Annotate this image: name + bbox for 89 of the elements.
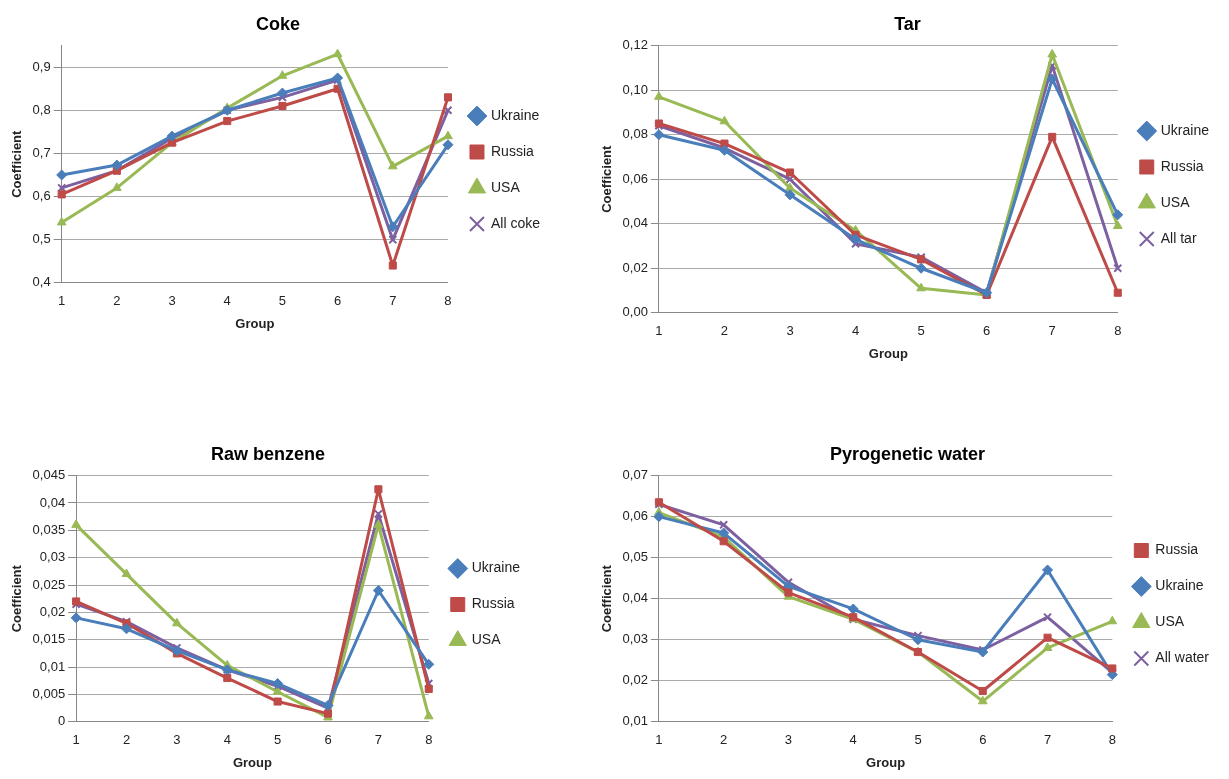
x-tick-label: 7: [374, 732, 382, 748]
chart-title: Coke: [255, 13, 301, 34]
legend-label: All coke: [490, 214, 541, 231]
x-tick-label: 6: [324, 732, 332, 748]
y-tick-label: 0,12: [622, 37, 648, 53]
x-tick-label: 1: [655, 323, 663, 339]
x-tick-label: 2: [122, 732, 131, 748]
y-tick-label: 0,9: [32, 58, 51, 74]
chart-title: Pyrogenetic water: [829, 443, 986, 464]
y-tick-label: 0: [57, 713, 66, 729]
x-tick-label: 5: [278, 293, 287, 309]
x-tick-label: 1: [655, 732, 663, 748]
y-tick-label: 0,7: [32, 145, 51, 160]
y-tick-label: 0,04: [39, 494, 66, 510]
y-tick-label: 0,03: [39, 549, 66, 565]
legend-label: All tar: [1160, 229, 1197, 246]
y-tick-label: 0,6: [32, 188, 51, 204]
legend-label: Ukraine: [471, 559, 521, 576]
y-axis-title: Coefficient: [9, 129, 25, 198]
y-tick-label: 0,01: [39, 658, 66, 674]
legend-label: Russia: [490, 142, 534, 159]
x-tick-label: 3: [784, 732, 793, 748]
legend-label: Russia: [1155, 541, 1199, 558]
y-tick-label: 0,07: [622, 467, 648, 483]
x-tick-label: 8: [1108, 732, 1116, 748]
y-tick-label: 0,045: [32, 467, 66, 483]
x-tick-label: 2: [720, 323, 729, 339]
y-tick-label: 0,02: [622, 259, 648, 275]
x-tick-label: 3: [173, 732, 181, 748]
y-tick-label: 0,035: [32, 521, 66, 537]
x-tick-label: 4: [851, 323, 860, 339]
legend-label: USA: [471, 631, 502, 648]
x-tick-label: 4: [849, 732, 857, 748]
x-tick-label: 4: [223, 732, 231, 748]
x-tick-label: 8: [425, 732, 433, 748]
x-tick-label: 6: [333, 293, 342, 309]
legend-label: USA: [490, 178, 521, 195]
x-tick-label: 3: [168, 293, 176, 309]
chart-title: Raw benzene: [210, 443, 326, 464]
y-tick-label: 0,08: [622, 126, 648, 142]
x-tick-label: 1: [58, 293, 66, 309]
y-axis-title: Coefficient: [599, 564, 615, 633]
y-tick-label: 0,10: [622, 81, 648, 97]
legend-label: Ukraine: [1160, 121, 1210, 138]
y-tick-label: 0,02: [39, 603, 66, 619]
x-tick-label: 5: [917, 323, 925, 339]
legend-label: Ukraine: [1155, 577, 1204, 594]
y-tick-label: 0,025: [32, 576, 66, 592]
x-axis-title: Group: [868, 345, 908, 361]
x-tick-label: 7: [1048, 323, 1056, 339]
x-tick-label: 3: [786, 323, 794, 339]
y-tick-label: 0,015: [32, 631, 66, 647]
y-tick-label: 0,04: [622, 590, 648, 606]
x-tick-label: 2: [113, 293, 121, 309]
y-axis-title: Coefficient: [9, 564, 25, 633]
y-tick-label: 0,06: [622, 170, 648, 186]
y-tick-label: 0,02: [622, 672, 648, 688]
y-tick-label: 0,01: [622, 713, 648, 729]
x-axis-title: Group: [235, 315, 275, 331]
y-tick-label: 0,06: [622, 508, 648, 524]
x-axis-title: Group: [232, 754, 272, 770]
y-tick-label: 0,03: [622, 631, 648, 647]
legend-label: Russia: [471, 595, 515, 612]
chart-title: Tar: [894, 13, 921, 34]
legend-label: USA: [1160, 193, 1191, 210]
y-tick-label: 0,4: [32, 274, 51, 290]
x-tick-label: 7: [389, 293, 397, 309]
x-tick-label: 6: [983, 323, 991, 339]
x-tick-label: 8: [1114, 323, 1122, 339]
legend-label: USA: [1155, 613, 1185, 630]
legend-label: Ukraine: [490, 106, 540, 123]
x-tick-label: 8: [444, 293, 452, 309]
x-tick-label: 5: [914, 732, 922, 748]
x-tick-label: 7: [1043, 732, 1052, 748]
y-tick-label: 0,8: [32, 101, 51, 117]
y-tick-label: 0,00: [622, 304, 648, 320]
y-tick-label: 0,5: [32, 231, 51, 247]
y-tick-label: 0,005: [32, 686, 66, 702]
x-tick-label: 5: [274, 732, 282, 748]
x-tick-label: 6: [979, 732, 987, 748]
legend-label: Russia: [1160, 157, 1204, 174]
y-axis-title: Coefficient: [599, 144, 615, 213]
x-tick-label: 1: [72, 732, 80, 748]
x-tick-label: 4: [223, 293, 231, 309]
y-tick-label: 0,05: [622, 549, 648, 565]
x-tick-label: 2: [720, 732, 728, 748]
x-axis-title: Group: [866, 754, 906, 770]
legend-label: All water: [1155, 649, 1210, 666]
y-tick-label: 0,04: [622, 215, 648, 231]
